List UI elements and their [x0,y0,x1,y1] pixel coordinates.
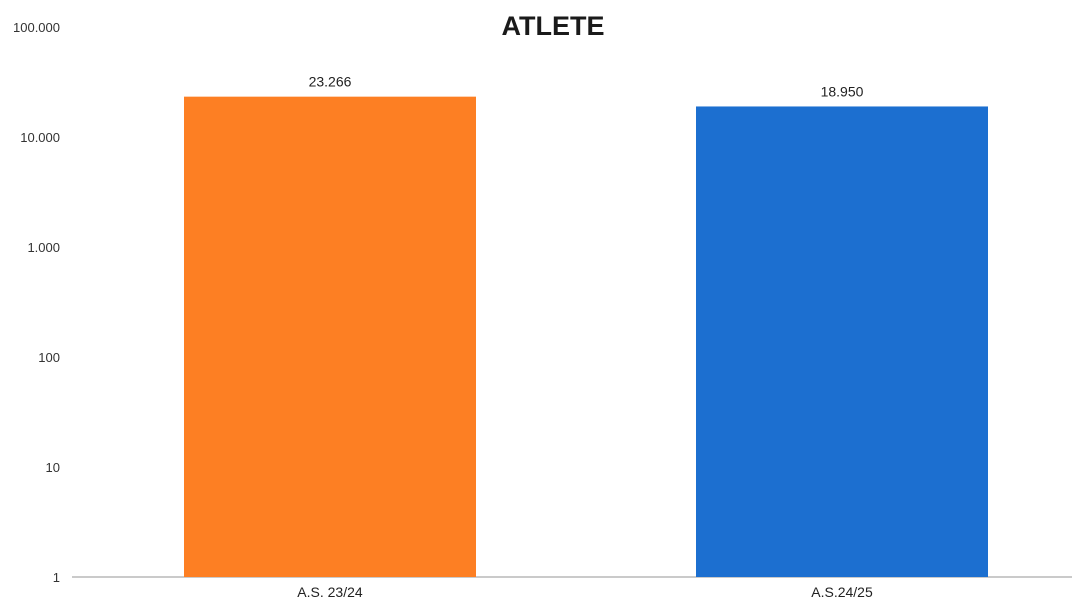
y-tick-label: 1 [53,570,60,585]
data-label: 23.266 [309,74,352,90]
y-tick-label: 10.000 [20,130,60,145]
y-tick-label: 100 [38,350,60,365]
bar [696,106,988,578]
y-axis: 1 10 100 1.000 10.000 100.000 [13,20,60,585]
x-axis: A.S. 23/24 A.S.24/25 [297,584,873,600]
y-tick-label: 100.000 [13,20,60,35]
data-label: 18.950 [821,83,864,99]
y-tick-label: 10 [46,460,60,475]
bar [184,96,476,577]
x-tick-label: A.S.24/25 [811,584,873,600]
bar-group [184,96,988,578]
chart-title: ATLETE [502,11,605,41]
y-tick-label: 1.000 [27,240,60,255]
x-tick-label: A.S. 23/24 [297,584,363,600]
data-label-group: 23.266 18.950 [309,74,864,100]
